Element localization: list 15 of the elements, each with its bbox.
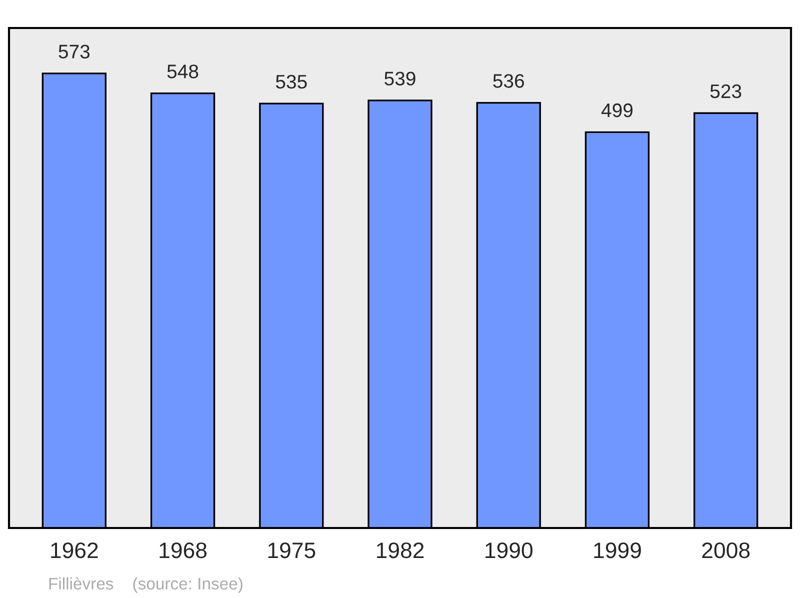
data-label: 536 (493, 74, 524, 88)
x-tick-label: 1968 (160, 542, 207, 558)
x-tick-label: 1982 (376, 542, 424, 558)
x-tick-label: 1990 (486, 542, 532, 558)
data-label: 535 (276, 74, 307, 89)
data-label: 539 (384, 72, 416, 86)
x-tick-label: 2008 (702, 542, 750, 558)
data-label: 573 (58, 44, 90, 58)
data-label: 499 (601, 103, 633, 118)
x-tick-label: 1962 (51, 542, 98, 558)
data-label: 523 (710, 84, 742, 98)
text: Fillièvres (source: Insee) (49, 577, 242, 593)
x-tick-label: 1975 (268, 542, 316, 558)
x-tick-label: 1999 (594, 542, 641, 558)
data-label: 548 (167, 64, 198, 78)
